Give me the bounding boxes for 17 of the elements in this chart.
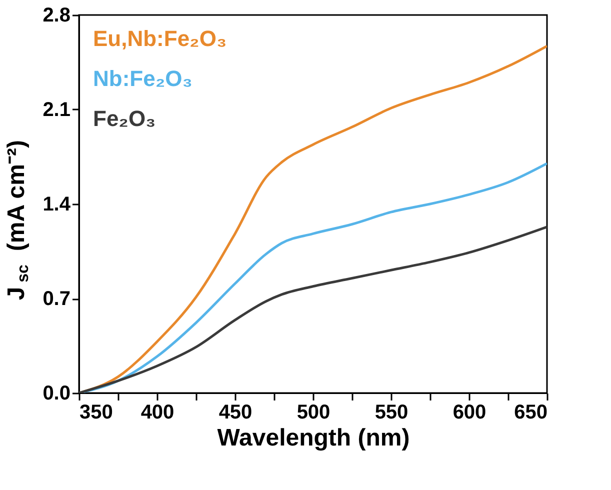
y-axis-title: Jsc (mA cm⁻²): [3, 140, 32, 300]
x-tick-label: 600: [452, 402, 486, 424]
x-tick-label: 400: [140, 402, 174, 424]
text: Fe₂O₃: [93, 106, 156, 131]
y-tick-label: 2.8: [42, 4, 70, 26]
text: Nb:Fe₂O₃: [93, 66, 192, 91]
x-tick-label: 450: [218, 402, 252, 424]
y-tick-label: 0.7: [42, 288, 70, 310]
x-axis-title: Wavelength (nm): [217, 424, 410, 452]
y-tick-label: 0.0: [42, 382, 70, 404]
text: Eu,Nb:Fe₂O₃: [93, 26, 227, 51]
y-tick-label: 2.1: [42, 99, 70, 121]
x-tick-label: 550: [374, 402, 408, 424]
x-tick-label: 650: [514, 402, 548, 424]
x-tick-label: 350: [80, 402, 113, 424]
x-tick-label: 500: [296, 402, 330, 424]
y-tick-label: 1.4: [42, 194, 72, 216]
